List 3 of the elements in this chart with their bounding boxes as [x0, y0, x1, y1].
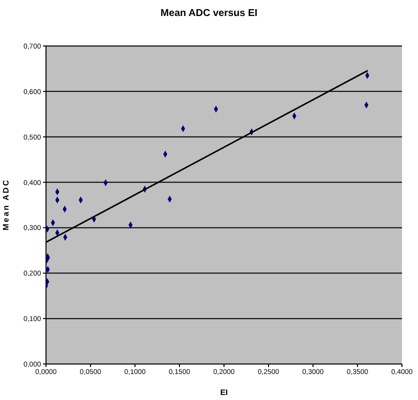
y-axis-title: Mean ADC: [2, 178, 10, 232]
chart-title: Mean ADC versus EI: [160, 8, 258, 19]
x-axis-title: EI: [219, 388, 229, 397]
